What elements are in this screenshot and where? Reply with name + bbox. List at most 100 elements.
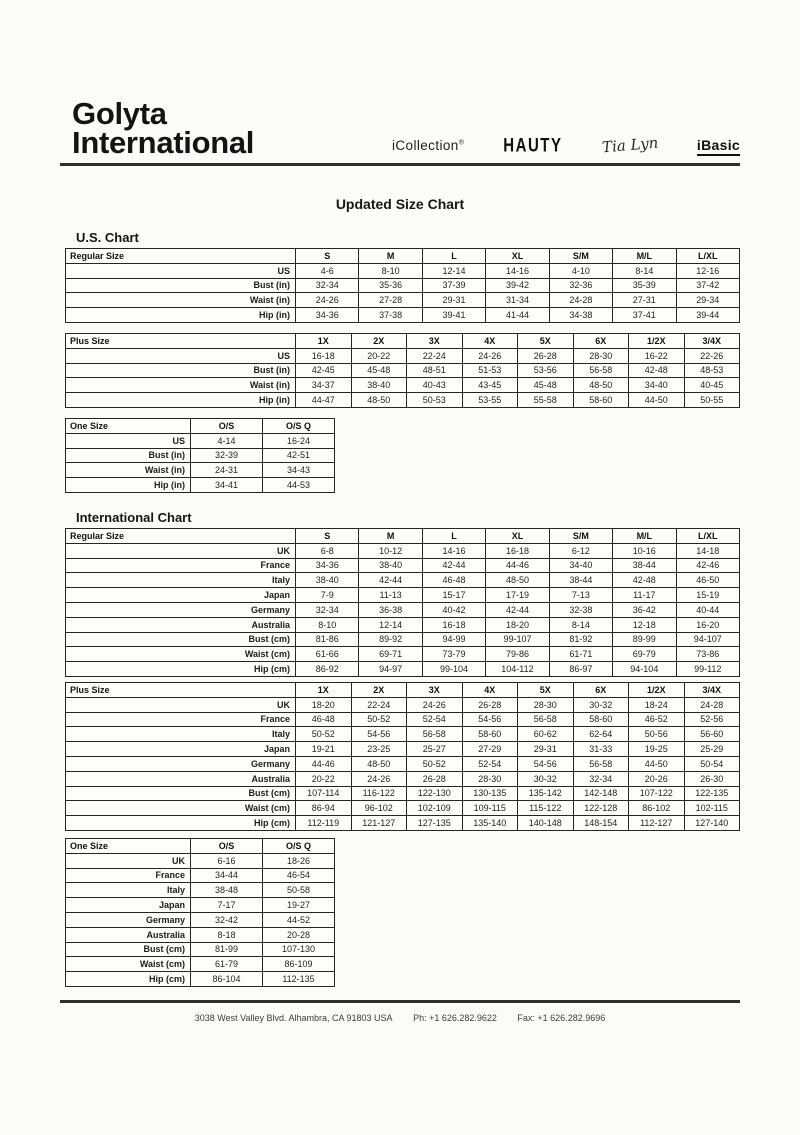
size-cell: 56-60 bbox=[683, 726, 740, 743]
table-row: Bust (in) 32-39 42-51 bbox=[65, 447, 335, 464]
column-header: M bbox=[358, 528, 423, 544]
table-row: Waist (in) 34-37 38-40 40-43 43-45 45-48 48-50… bbox=[65, 377, 740, 394]
table-row: Waist (in) 24-31 34-43 bbox=[65, 462, 335, 479]
size-cell: 20-22 bbox=[350, 347, 407, 364]
column-header: M/L bbox=[612, 248, 677, 264]
row-label: Japan bbox=[65, 741, 296, 757]
row-label: UK bbox=[65, 696, 296, 713]
table-row: France 46-48 50-52 52-54 54-56 56-58 58-60 46-5… bbox=[65, 711, 740, 728]
size-cell: 11-17 bbox=[612, 587, 677, 603]
column-header: 1X bbox=[295, 333, 352, 349]
size-cell: 69-71 bbox=[358, 646, 423, 663]
table-header-row: Regular Size S M L XL S/M M/L L/XL bbox=[65, 248, 741, 264]
size-cell: 32-38 bbox=[548, 601, 614, 618]
size-cell: 18-20 bbox=[295, 696, 352, 713]
size-cell: 61-79 bbox=[190, 956, 263, 973]
company-logo: Golyta International bbox=[72, 98, 255, 160]
row-label: Germany bbox=[65, 601, 296, 618]
size-cell: 35-36 bbox=[358, 277, 423, 294]
size-cell: 122-130 bbox=[406, 785, 463, 802]
size-cell: 39-42 bbox=[485, 277, 550, 294]
row-label: Hip (cm) bbox=[65, 661, 296, 677]
size-cell: 44-50 bbox=[628, 755, 685, 772]
size-cell: 34-40 bbox=[628, 377, 685, 394]
table-row: Waist (cm) 86-94 96-102 102-109 109-115 115-1… bbox=[65, 800, 740, 817]
size-cell: 18-20 bbox=[485, 616, 550, 633]
row-label: Italy bbox=[65, 572, 296, 589]
table-corner-label: One Size bbox=[65, 418, 191, 434]
column-header: 4X bbox=[461, 333, 518, 349]
row-label: UK bbox=[65, 852, 191, 869]
size-cell: 14-18 bbox=[675, 542, 741, 559]
size-cell: 38-48 bbox=[190, 882, 263, 899]
size-cell: 19-21 bbox=[295, 741, 352, 757]
size-cell: 32-34 bbox=[294, 601, 360, 618]
icollection-logo: iCollection® bbox=[392, 138, 464, 153]
size-cell: 61-66 bbox=[294, 646, 360, 663]
size-cell: 42-44 bbox=[358, 572, 423, 589]
us-regular-size-table: Regular Size S M L XL S/M M/L L/XL US 4-6 8-10 12-1… bbox=[65, 248, 741, 323]
column-header: S bbox=[294, 248, 360, 264]
size-cell: 102-115 bbox=[683, 800, 740, 817]
size-cell: 34-40 bbox=[548, 557, 614, 574]
size-cell: 20-22 bbox=[295, 770, 352, 787]
column-header: 6X bbox=[572, 682, 629, 698]
size-cell: 16-18 bbox=[421, 616, 487, 633]
ibasic-logo: iBasic bbox=[696, 137, 740, 156]
size-cell: 8-18 bbox=[190, 926, 263, 943]
size-cell: 44-52 bbox=[262, 911, 335, 928]
size-cell: 32-39 bbox=[190, 447, 263, 464]
table-row: UK 18-20 22-24 24-26 26-28 28-30 30-32 18-24 24-… bbox=[65, 696, 740, 713]
size-cell: 10-12 bbox=[358, 542, 423, 559]
header-divider-rule bbox=[60, 163, 740, 166]
size-cell: 20-26 bbox=[628, 770, 685, 787]
size-cell: 30-32 bbox=[572, 696, 629, 713]
size-cell: 16-24 bbox=[262, 432, 335, 449]
size-cell: 61-71 bbox=[548, 646, 614, 663]
size-cell: 54-56 bbox=[517, 755, 574, 772]
size-cell: 39-41 bbox=[421, 307, 487, 323]
size-cell: 26-28 bbox=[517, 347, 574, 364]
registered-mark: ® bbox=[458, 139, 465, 147]
size-cell: 96-102 bbox=[350, 800, 407, 817]
row-label: Bust (in) bbox=[65, 447, 191, 464]
size-cell: 50-53 bbox=[406, 392, 463, 408]
size-cell: 40-42 bbox=[421, 601, 487, 618]
size-cell: 44-46 bbox=[485, 557, 550, 574]
column-header: O/S Q bbox=[262, 838, 335, 854]
size-cell: 15-19 bbox=[675, 587, 741, 603]
column-header: 1/2X bbox=[628, 682, 685, 698]
size-cell: 112-127 bbox=[628, 815, 685, 831]
size-cell: 18-24 bbox=[628, 696, 685, 713]
size-cell: 24-28 bbox=[548, 292, 614, 309]
size-cell: 24-26 bbox=[294, 292, 360, 309]
row-label: Hip (in) bbox=[65, 392, 296, 408]
size-cell: 16-22 bbox=[628, 347, 685, 364]
size-cell: 30-32 bbox=[517, 770, 574, 787]
size-cell: 79-86 bbox=[485, 646, 550, 663]
row-label: Hip (cm) bbox=[65, 971, 191, 987]
size-cell: 32-34 bbox=[572, 770, 629, 787]
row-label: Waist (cm) bbox=[65, 800, 296, 817]
size-cell: 40-43 bbox=[406, 377, 463, 394]
row-label: Bust (in) bbox=[65, 277, 296, 294]
column-header: 3X bbox=[406, 682, 463, 698]
footer-address: 3038 West Valley Blvd. Alhambra, CA 9180… bbox=[194, 1013, 393, 1023]
size-cell: 86-94 bbox=[295, 800, 352, 817]
size-cell: 54-56 bbox=[350, 726, 407, 743]
column-header: 2X bbox=[350, 333, 407, 349]
row-label: Japan bbox=[65, 897, 191, 913]
logo-line-2: International bbox=[72, 125, 255, 160]
size-cell: 35-39 bbox=[612, 277, 677, 294]
size-cell: 50-52 bbox=[295, 726, 352, 743]
size-cell: 4-10 bbox=[548, 262, 614, 279]
table-row: UK 6-8 10-12 14-16 16-18 6-12 10-16 14-18 bbox=[65, 542, 741, 559]
size-cell: 36-42 bbox=[612, 601, 677, 618]
size-cell: 10-16 bbox=[612, 542, 677, 559]
size-cell: 48-50 bbox=[572, 377, 629, 394]
size-cell: 52-54 bbox=[406, 711, 463, 728]
size-cell: 6-12 bbox=[548, 542, 614, 559]
size-cell: 127-140 bbox=[683, 815, 740, 831]
size-cell: 32-36 bbox=[548, 277, 614, 294]
